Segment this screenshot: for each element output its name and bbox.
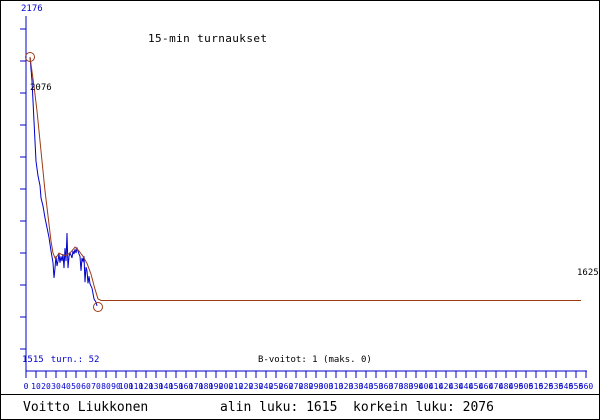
plot-area: 0 10 20 30 40 50 60 70 80 90 100 110 120 130 140 150 160…	[1, 1, 599, 394]
svg-text:500: 500	[519, 382, 534, 391]
svg-text:290: 290	[309, 382, 324, 391]
svg-text:550: 550	[569, 382, 584, 391]
svg-text:60: 60	[81, 382, 91, 391]
svg-text:560: 560	[579, 382, 594, 391]
svg-text:70: 70	[91, 382, 101, 391]
svg-text:510: 510	[529, 382, 544, 391]
bottom-left-labels: 1515 turn.: 52	[22, 355, 99, 365]
svg-text:530: 530	[549, 382, 564, 391]
svg-text:480: 480	[499, 382, 514, 391]
svg-text:310: 310	[329, 382, 344, 391]
svg-text:540: 540	[559, 382, 574, 391]
svg-text:120: 120	[139, 382, 154, 391]
svg-text:30: 30	[51, 382, 61, 391]
svg-text:300: 300	[319, 382, 334, 391]
svg-text:240: 240	[259, 382, 274, 391]
svg-text:20: 20	[41, 382, 51, 391]
rating-line-chart: 0 10 20 30 40 50 60 70 80 90100110120130140150160…	[20, 16, 594, 391]
tournament-count-label: turn.: 52	[50, 355, 100, 365]
svg-text:140: 140	[159, 382, 174, 391]
svg-text:40: 40	[61, 382, 71, 391]
svg-text:430: 430	[449, 382, 464, 391]
chart-title: 15-min turnaukset	[148, 32, 268, 45]
svg-text:320: 320	[339, 382, 354, 391]
y-axis-max-label: 2176	[21, 4, 43, 14]
svg-text:230: 230	[249, 382, 264, 391]
svg-text:420: 420	[439, 382, 454, 391]
svg-text:250: 250	[269, 382, 284, 391]
y-axis-min-label: 1515	[22, 355, 44, 365]
svg-text:110: 110	[129, 382, 144, 391]
svg-text:330: 330	[349, 382, 364, 391]
svg-text:160: 160	[179, 382, 194, 391]
svg-text:50: 50	[71, 382, 81, 391]
svg-text:270: 270	[289, 382, 304, 391]
svg-text:80: 80	[101, 382, 111, 391]
svg-text:340: 340	[359, 382, 374, 391]
svg-text:220: 220	[239, 382, 254, 391]
svg-text:400: 400	[419, 382, 434, 391]
svg-text:380: 380	[399, 382, 414, 391]
current-rating-label: 1625	[577, 268, 599, 278]
svg-text:360: 360	[379, 382, 394, 391]
svg-text:10: 10	[31, 382, 41, 391]
svg-text:450: 450	[469, 382, 484, 391]
svg-text:280: 280	[299, 382, 314, 391]
svg-text:390: 390	[409, 382, 424, 391]
status-bar: Voitto Liukkonen alin luku: 1615 korkein…	[1, 394, 599, 419]
svg-text:470: 470	[489, 382, 504, 391]
svg-text:460: 460	[479, 382, 494, 391]
svg-text:350: 350	[369, 382, 384, 391]
start-rating-label: 2076	[30, 83, 52, 93]
svg-text:90: 90	[111, 382, 121, 391]
player-name: Voitto Liukkonen	[23, 400, 149, 415]
svg-text:130: 130	[149, 382, 164, 391]
svg-text:410: 410	[429, 382, 444, 391]
svg-text:440: 440	[459, 382, 474, 391]
svg-text:0: 0	[24, 382, 29, 391]
svg-text:180: 180	[199, 382, 214, 391]
svg-text:150: 150	[169, 382, 184, 391]
svg-text:490: 490	[509, 382, 524, 391]
svg-text:520: 520	[539, 382, 554, 391]
svg-text:260: 260	[279, 382, 294, 391]
svg-text:210: 210	[229, 382, 244, 391]
svg-text:200: 200	[219, 382, 234, 391]
svg-text:370: 370	[389, 382, 404, 391]
min-max-rating-stats: alin luku: 1615 korkein luku: 2076	[220, 400, 494, 415]
svg-text:190: 190	[209, 382, 224, 391]
svg-text:100: 100	[119, 382, 134, 391]
b-wins-label: B-voitot: 1 (maks. 0)	[258, 355, 372, 365]
svg-text:170: 170	[189, 382, 204, 391]
